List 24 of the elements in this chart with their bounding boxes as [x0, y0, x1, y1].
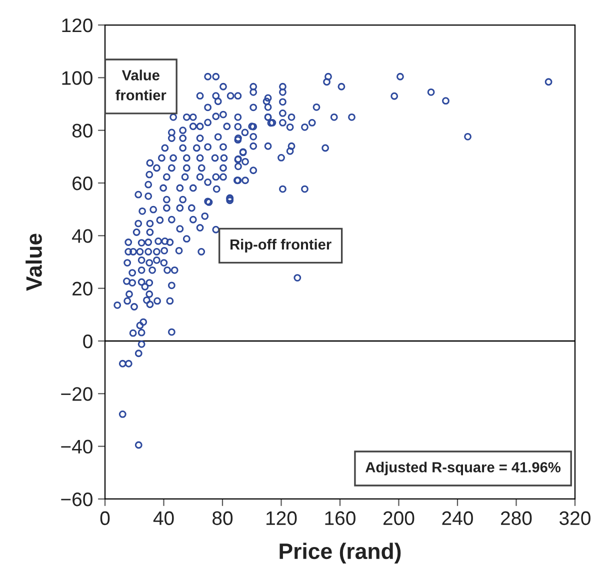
x-tick-label: 280 — [500, 511, 532, 526]
annotation: Value frontier — [116, 70, 166, 100]
y-axis-title: Value — [26, 234, 42, 291]
y-tick-label: 120 — [62, 18, 92, 32]
y-tick-label: −60 — [61, 492, 92, 506]
x-tick-label: 80 — [212, 511, 233, 526]
y-tick-label: 20 — [72, 282, 92, 296]
x-tick-label: 240 — [442, 511, 473, 526]
y-tick-label: 0 — [83, 334, 92, 348]
y-tick-label: 40 — [72, 229, 92, 243]
y-tick-label: 60 — [72, 176, 92, 190]
y-tick-label: 100 — [62, 71, 92, 85]
y-tick-label: −20 — [61, 387, 92, 401]
y-tick-label: −40 — [61, 440, 92, 454]
x-tick-label: 0 — [100, 511, 110, 526]
x-tick-label: 200 — [384, 511, 414, 526]
x-axis-title: Price (rand) — [280, 542, 401, 564]
x-tick-label: 120 — [266, 511, 297, 526]
x-tick-label: 320 — [560, 511, 590, 526]
x-tick-label: 160 — [325, 511, 356, 526]
annotation: Rip-off frontier — [230, 238, 332, 253]
x-tick-label: 40 — [153, 511, 174, 526]
annotation: Adjusted R-square = 41.96% — [366, 462, 561, 476]
y-tick-label: 80 — [72, 124, 92, 138]
